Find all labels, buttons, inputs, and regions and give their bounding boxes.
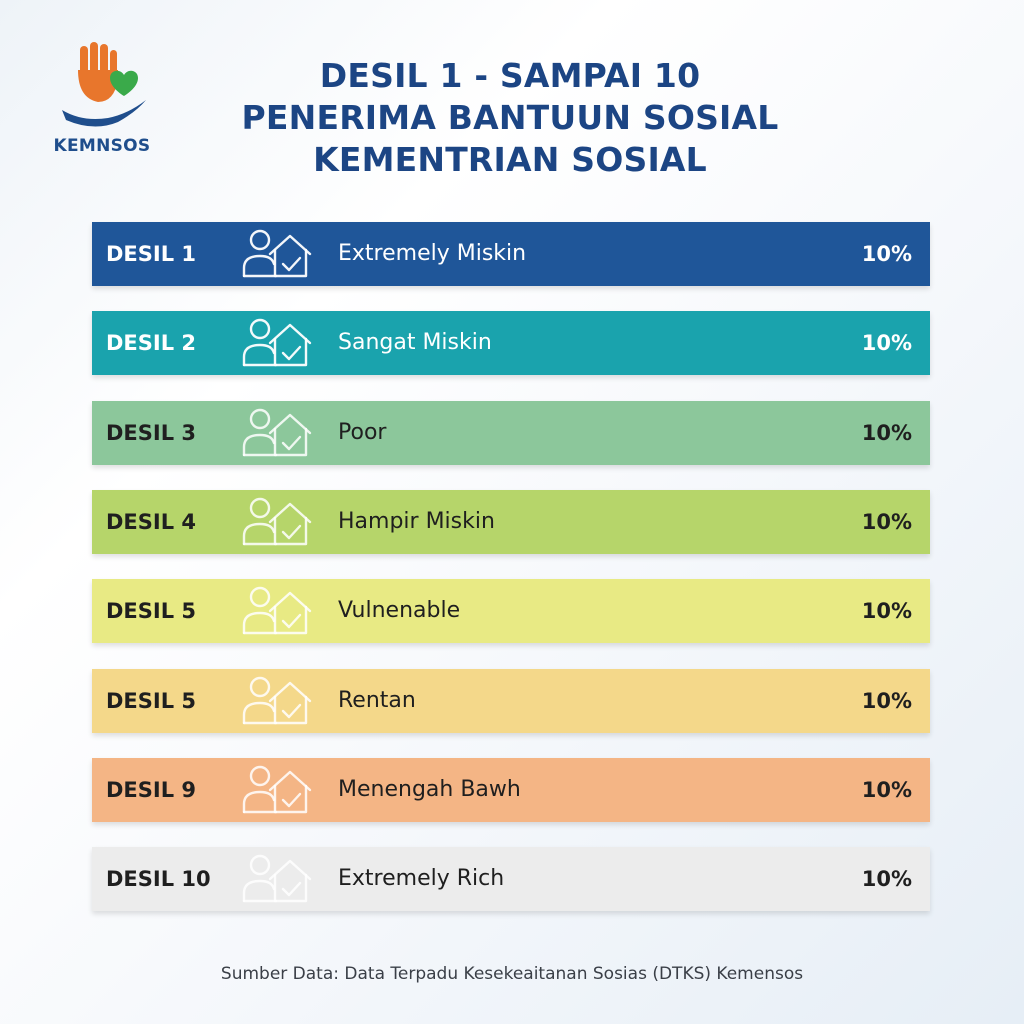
person-house-check-icon <box>240 228 314 280</box>
desil-row: DESIL 2 Sangat Miskin 10% <box>92 311 930 376</box>
source-footer: Sumber Data: Data Terpadu Kesekeaitanan … <box>220 964 804 984</box>
desil-percent: 10% <box>861 509 912 534</box>
desil-label: Extremely Rich <box>338 866 505 892</box>
person-house-check-icon <box>240 675 314 727</box>
desil-label: Sangat Miskin <box>338 330 492 356</box>
person-house-check-icon <box>240 853 314 905</box>
desil-percent: 10% <box>861 599 912 624</box>
person-house-check-icon <box>240 764 314 816</box>
desil-code: DESIL 3 <box>106 420 197 445</box>
desil-label: Vulnenable <box>338 598 461 624</box>
person-house-check-icon <box>240 585 314 637</box>
person-house-check-icon <box>240 407 314 459</box>
desil-label: Rentan <box>338 687 416 713</box>
desil-code: DESIL 5 <box>106 599 197 624</box>
desil-row: DESIL 1 Extremely Miskin 10% <box>92 222 930 286</box>
desil-percent: 10% <box>861 867 912 892</box>
desil-code: DESIL 9 <box>106 777 197 802</box>
desil-row: DESIL 4 Hampir Miskin 10% <box>92 489 930 554</box>
desil-code: DESIL 1 <box>106 242 197 266</box>
desil-percent: 10% <box>861 688 912 713</box>
desil-label: Extremely Miskin <box>338 241 527 266</box>
desil-label: Poor <box>338 419 387 445</box>
desil-percent: 10% <box>861 331 912 356</box>
title-line-2: PENERIMA BANTUUN SOSIAL <box>241 98 779 137</box>
desil-code: DESIL 4 <box>106 509 197 534</box>
desil-label: Hampir Miskin <box>338 508 495 534</box>
desil-row: DESIL 10 Extremely Rich 10% <box>92 847 930 912</box>
hand-heart-logo-icon <box>62 42 146 127</box>
desil-code: DESIL 10 <box>106 867 211 892</box>
desil-label: Menengah Bawh <box>338 776 521 802</box>
person-house-check-icon <box>240 317 314 369</box>
title-line-1: DESIL 1 - SAMPAI 10 <box>319 56 701 95</box>
page-title: DESIL 1 - SAMPAI 10 PENERIMA BANTUUN SOS… <box>180 55 840 181</box>
logo-text: KEMNSOS <box>53 136 151 156</box>
desil-row: DESIL 3 Poor 10% <box>92 400 930 465</box>
kemensos-logo: KEMNSOS <box>50 40 160 160</box>
desil-percent: 10% <box>861 420 912 445</box>
desil-row: DESIL 9 Menengah Bawh 10% <box>92 757 930 822</box>
desil-percent: 10% <box>861 777 912 802</box>
person-house-check-icon <box>240 496 314 548</box>
desil-code: DESIL 2 <box>106 331 197 356</box>
desil-row: DESIL 5 Rentan 10% <box>92 668 930 733</box>
desil-code: DESIL 5 <box>106 688 197 713</box>
desil-percent: 10% <box>861 242 912 266</box>
desil-row: DESIL 5 Vulnenable 10% <box>92 579 930 644</box>
title-line-3: KEMENTRIAN SOSIAL <box>313 140 707 179</box>
